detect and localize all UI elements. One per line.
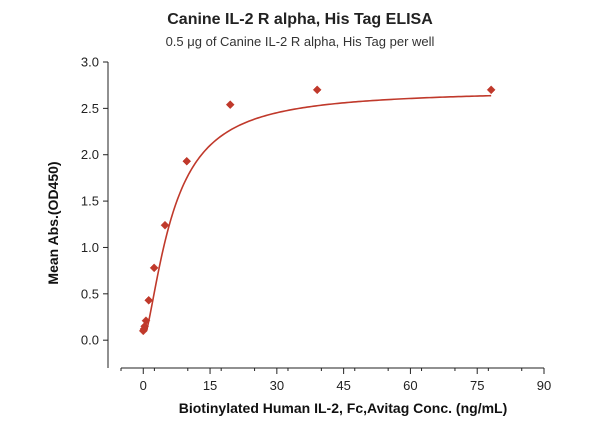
y-tick-label: 1.5	[81, 194, 99, 209]
y-tick-label: 3.0	[81, 55, 99, 70]
y-axis: 0.0 0.5 1.0 1.5 2.0 2.5 3.0	[81, 55, 109, 368]
x-tick-label: 90	[537, 378, 551, 393]
y-tick-label: 2.0	[81, 147, 99, 162]
fit-curve	[143, 94, 492, 332]
x-axis-label: Biotinylated Human IL-2, Fc,Avitag Conc.…	[179, 400, 508, 416]
x-tick-label: 60	[403, 378, 417, 393]
y-tick-label: 0.0	[81, 333, 99, 348]
data-points	[138, 85, 496, 336]
x-tick-label: 30	[270, 378, 284, 393]
data-point	[149, 263, 159, 273]
data-point	[144, 295, 154, 305]
y-axis-label: Mean Abs.(OD450)	[45, 161, 61, 284]
data-point	[225, 100, 235, 110]
data-point	[486, 85, 496, 95]
x-tick-label: 15	[203, 378, 217, 393]
data-point	[160, 220, 170, 230]
data-point	[182, 156, 192, 166]
data-point	[141, 316, 151, 326]
y-tick-label: 1.0	[81, 240, 99, 255]
y-tick-label: 0.5	[81, 286, 99, 301]
y-tick-label: 2.5	[81, 101, 99, 116]
x-axis: 0 15 30 45 60 75 90	[120, 367, 551, 393]
chart-subtitle: 0.5 μg of Canine IL-2 R alpha, His Tag p…	[166, 34, 435, 49]
x-tick-label: 75	[470, 378, 484, 393]
chart-title: Canine IL-2 R alpha, His Tag ELISA	[167, 11, 433, 28]
x-tick-label: 0	[140, 378, 147, 393]
x-tick-label: 45	[336, 378, 350, 393]
data-point	[312, 85, 322, 95]
